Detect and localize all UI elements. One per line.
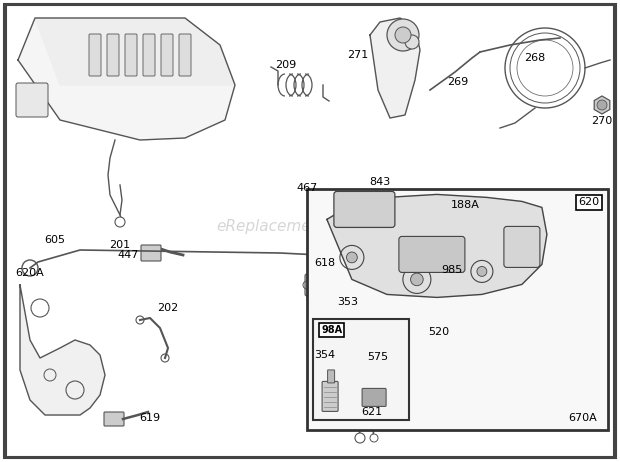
FancyBboxPatch shape — [421, 280, 439, 296]
Polygon shape — [35, 18, 235, 85]
FancyBboxPatch shape — [428, 200, 450, 222]
FancyBboxPatch shape — [370, 192, 399, 218]
Circle shape — [342, 352, 348, 358]
Text: 353: 353 — [337, 297, 358, 307]
Text: 843: 843 — [370, 177, 391, 187]
Bar — [307, 189, 608, 430]
Text: 354: 354 — [314, 350, 335, 360]
Text: 575: 575 — [368, 352, 389, 362]
FancyBboxPatch shape — [16, 83, 48, 117]
Polygon shape — [18, 18, 235, 140]
Bar — [313, 319, 409, 420]
FancyBboxPatch shape — [334, 191, 395, 227]
FancyBboxPatch shape — [367, 313, 381, 327]
Circle shape — [405, 35, 419, 49]
Text: 201: 201 — [110, 240, 131, 250]
FancyBboxPatch shape — [399, 237, 465, 273]
FancyBboxPatch shape — [179, 34, 191, 76]
Circle shape — [395, 27, 411, 43]
Text: 269: 269 — [448, 77, 469, 87]
FancyBboxPatch shape — [305, 274, 345, 296]
FancyBboxPatch shape — [107, 34, 119, 76]
Polygon shape — [20, 285, 105, 415]
Text: 268: 268 — [525, 53, 546, 63]
Text: 670A: 670A — [568, 413, 597, 423]
Circle shape — [115, 217, 125, 227]
Text: 447: 447 — [117, 250, 139, 260]
Text: 271: 271 — [347, 50, 369, 60]
FancyBboxPatch shape — [125, 34, 137, 76]
Circle shape — [370, 434, 378, 442]
Circle shape — [367, 372, 383, 388]
Text: 619: 619 — [140, 413, 161, 423]
Text: 209: 209 — [275, 60, 296, 70]
FancyBboxPatch shape — [504, 226, 540, 267]
Circle shape — [332, 342, 358, 368]
FancyBboxPatch shape — [327, 370, 335, 383]
Text: 618: 618 — [314, 258, 335, 268]
Circle shape — [355, 433, 365, 443]
Circle shape — [338, 348, 352, 362]
Circle shape — [387, 19, 419, 51]
Circle shape — [347, 252, 357, 263]
Circle shape — [597, 100, 607, 110]
Circle shape — [355, 315, 365, 325]
Polygon shape — [594, 96, 610, 114]
FancyBboxPatch shape — [416, 275, 444, 301]
Circle shape — [518, 243, 526, 251]
Polygon shape — [370, 18, 420, 118]
FancyBboxPatch shape — [351, 364, 412, 396]
Text: eReplacementParts.com: eReplacementParts.com — [216, 219, 404, 235]
Text: 620A: 620A — [15, 268, 44, 278]
Text: 98A: 98A — [321, 325, 342, 335]
Circle shape — [410, 325, 420, 335]
Text: 621: 621 — [361, 407, 383, 417]
Text: 605: 605 — [45, 235, 66, 245]
Polygon shape — [327, 195, 547, 298]
FancyBboxPatch shape — [309, 196, 339, 224]
Text: 520: 520 — [428, 327, 450, 337]
FancyBboxPatch shape — [362, 389, 386, 407]
Text: 188A: 188A — [451, 200, 479, 210]
FancyBboxPatch shape — [143, 34, 155, 76]
Circle shape — [477, 267, 487, 276]
FancyBboxPatch shape — [400, 319, 430, 341]
FancyBboxPatch shape — [141, 245, 161, 261]
Text: 467: 467 — [296, 183, 317, 193]
FancyBboxPatch shape — [89, 34, 101, 76]
Text: 985: 985 — [441, 265, 463, 275]
FancyBboxPatch shape — [161, 34, 173, 76]
FancyBboxPatch shape — [104, 412, 124, 426]
FancyBboxPatch shape — [394, 369, 408, 391]
Text: 202: 202 — [157, 303, 179, 313]
FancyBboxPatch shape — [322, 382, 338, 412]
Text: 270: 270 — [591, 116, 613, 126]
Circle shape — [410, 273, 423, 286]
Text: 620: 620 — [578, 197, 600, 207]
Circle shape — [371, 376, 379, 384]
